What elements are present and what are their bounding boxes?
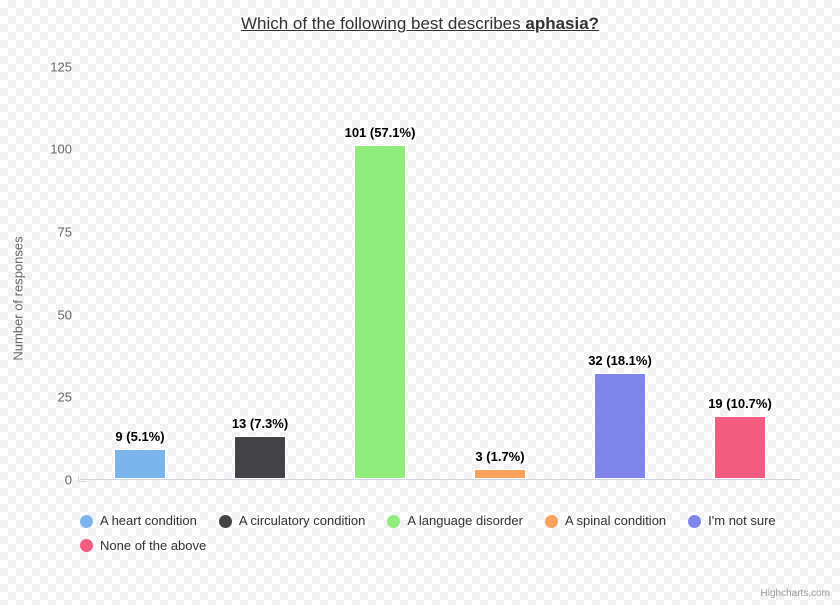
bar-value-label: 19 (10.7%) [708, 396, 772, 411]
chart-title-bold: aphasia? [525, 14, 599, 33]
legend-label: A spinal condition [565, 510, 666, 532]
legend-label: A language disorder [407, 510, 523, 532]
y-tick-label: 125 [50, 59, 72, 74]
legend-label: A circulatory condition [239, 510, 365, 532]
legend: A heart condition A circulatory condition… [80, 510, 800, 559]
y-tick-label: 50 [58, 307, 72, 322]
chart-title-prefix: Which of the following best describes [241, 14, 525, 33]
y-axis-label: Number of responses [11, 236, 26, 360]
credit-label[interactable]: Highcharts.com [761, 588, 830, 599]
bar-value-label: 9 (5.1%) [115, 429, 164, 444]
legend-item[interactable]: None of the above [80, 535, 206, 557]
bar[interactable] [474, 469, 527, 479]
bar[interactable] [714, 416, 767, 479]
legend-swatch [80, 539, 93, 552]
legend-item[interactable]: A circulatory condition [219, 510, 365, 532]
legend-swatch [688, 515, 701, 528]
bar-value-label: 101 (57.1%) [345, 125, 416, 140]
legend-swatch [219, 515, 232, 528]
legend-swatch [80, 515, 93, 528]
y-tick-label: 25 [58, 390, 72, 405]
bar[interactable] [234, 436, 287, 479]
aphasia-bar-chart: Which of the following best describes ap… [0, 0, 840, 605]
y-tick-label: 0 [65, 473, 72, 488]
y-tick-label: 75 [58, 224, 72, 239]
bar[interactable] [594, 373, 647, 479]
legend-item[interactable]: A spinal condition [545, 510, 666, 532]
legend-label: None of the above [100, 535, 206, 557]
x-axis-line [80, 479, 800, 480]
legend-item[interactable]: A language disorder [387, 510, 523, 532]
chart-title: Which of the following best describes ap… [0, 14, 840, 34]
bar-value-label: 3 (1.7%) [475, 449, 524, 464]
legend-swatch [387, 515, 400, 528]
legend-item[interactable]: A heart condition [80, 510, 197, 532]
bar[interactable] [354, 145, 407, 479]
x-axis-origin-mark [78, 476, 87, 482]
bar-value-label: 32 (18.1%) [588, 353, 652, 368]
legend-swatch [545, 515, 558, 528]
legend-item[interactable]: I'm not sure [688, 510, 776, 532]
y-tick-label: 100 [50, 142, 72, 157]
plot-area: 02550751001259 (5.1%)13 (7.3%)101 (57.1%… [80, 50, 800, 480]
bar-value-label: 13 (7.3%) [232, 416, 288, 431]
legend-label: A heart condition [100, 510, 197, 532]
legend-label: I'm not sure [708, 510, 776, 532]
bar[interactable] [114, 449, 167, 479]
